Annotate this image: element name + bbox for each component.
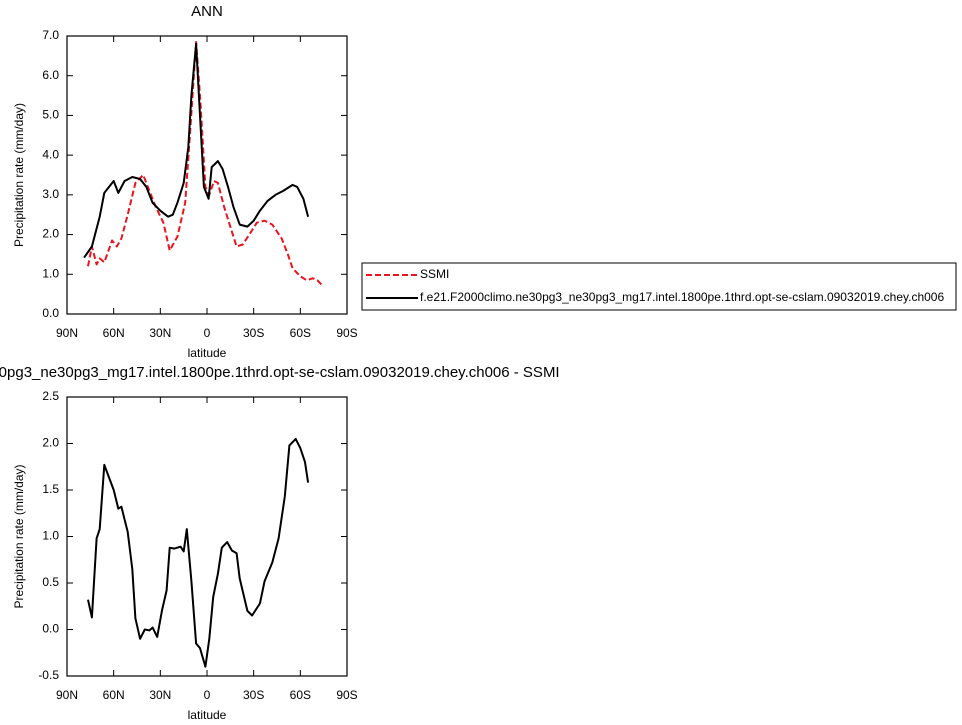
x-tick-label: 60N: [103, 688, 125, 702]
y-tick-label: 5.0: [42, 108, 59, 122]
data-line: [83, 42, 310, 259]
y-tick-label: 1.5: [42, 482, 59, 496]
data-line: [87, 41, 323, 287]
chart-title: f.e21.F2000climo.ne30pg3_ne30pg3_mg17.in…: [0, 364, 560, 381]
y-tick-label: 0.0: [42, 622, 59, 636]
y-tick-label: 3.0: [42, 187, 59, 201]
x-tick-label: 90N: [56, 326, 78, 340]
y-tick-label: 2.5: [42, 389, 59, 403]
legend-label: f.e21.F2000climo.ne30pg3_ne30pg3_mg17.in…: [420, 290, 944, 304]
legend-box: [361, 262, 957, 311]
y-tick-label: 0.5: [42, 575, 59, 589]
plot-frame: [66, 396, 348, 677]
y-axis-label: Precipitation rate (mm/day): [12, 464, 26, 608]
y-tick-label: 2.0: [42, 436, 59, 450]
y-tick-label: -0.5: [38, 668, 59, 682]
x-tick-label: 60S: [290, 326, 311, 340]
x-tick-label: 90N: [56, 688, 78, 702]
y-axis-label: Precipitation rate (mm/day): [12, 103, 26, 247]
x-axis-label: latitude: [188, 346, 227, 360]
y-tick-label: 1.0: [42, 266, 59, 280]
legend-label: SSMI: [420, 267, 449, 281]
plot-frame: [66, 35, 348, 315]
x-tick-label: 90S: [336, 326, 357, 340]
x-tick-label: 90S: [336, 688, 357, 702]
x-tick-label: 30N: [149, 688, 171, 702]
x-tick-label: 30S: [243, 688, 264, 702]
chart-title: ANN: [191, 3, 223, 20]
y-tick-label: 0.0: [42, 306, 59, 320]
x-tick-label: 30N: [149, 326, 171, 340]
y-tick-label: 4.0: [42, 147, 59, 161]
x-tick-label: 0: [204, 326, 211, 340]
y-tick-label: 6.0: [42, 68, 59, 82]
x-axis-label: latitude: [188, 708, 227, 722]
x-tick-label: 0: [204, 688, 211, 702]
y-tick-label: 7.0: [42, 28, 59, 42]
x-tick-label: 60N: [103, 326, 125, 340]
y-tick-label: 1.0: [42, 529, 59, 543]
x-tick-label: 30S: [243, 326, 264, 340]
x-tick-label: 60S: [290, 688, 311, 702]
y-tick-label: 2.0: [42, 227, 59, 241]
data-line: [87, 437, 310, 668]
